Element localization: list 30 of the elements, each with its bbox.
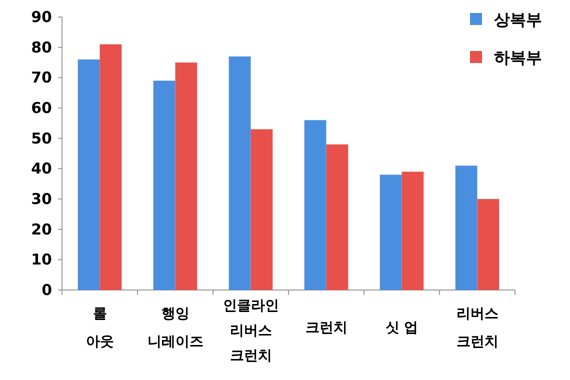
y-tick-label: 20	[31, 220, 52, 238]
bar	[250, 129, 273, 290]
bar	[380, 174, 402, 290]
x-tick-label: 리버스 크런치	[456, 306, 498, 350]
y-tick-label: 50	[31, 129, 52, 148]
x-tick-label: 크런치	[305, 320, 348, 336]
bar	[78, 59, 100, 290]
x-tick-label: 인클라인 리버스 크런치	[222, 298, 279, 364]
bar	[100, 44, 122, 290]
bar	[326, 144, 348, 290]
legend-label: 하복부	[494, 48, 542, 67]
y-tick-label: 40	[31, 160, 52, 178]
y-tick-label: 70	[31, 68, 52, 87]
y-tick-label: 30	[31, 190, 52, 208]
bar	[153, 80, 176, 290]
bar	[477, 199, 500, 290]
y-tick-label: 10	[31, 250, 52, 269]
bar	[455, 166, 478, 290]
bar	[175, 62, 198, 290]
x-tick-label: 행잉 니레이즈	[147, 306, 204, 350]
bar	[304, 120, 326, 290]
y-tick-label: 80	[31, 38, 52, 56]
bar	[228, 56, 251, 290]
y-tick-label: 0	[42, 281, 52, 299]
x-tick-label: 싯 업	[385, 320, 418, 336]
legend-label: 상복부	[494, 10, 542, 29]
y-tick-label: 60	[31, 99, 52, 117]
x-tick-label: 롤 아웃	[86, 306, 114, 350]
bar	[402, 172, 424, 290]
y-tick-label: 90	[31, 8, 52, 26]
